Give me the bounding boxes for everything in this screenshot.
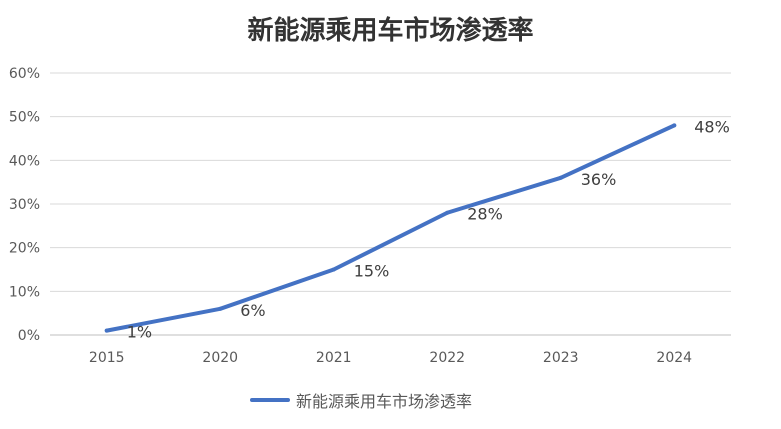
legend-line-swatch: [250, 398, 290, 402]
y-tick-label: 20%: [9, 241, 40, 257]
x-tick-label: 2024: [656, 350, 692, 366]
series-layer: [104, 123, 677, 333]
y-tick-label: 50%: [9, 110, 40, 126]
x-tick-label: 2023: [543, 350, 579, 366]
x-tick-label: 2020: [202, 350, 238, 366]
data-point: [331, 267, 336, 272]
data-label: 48%: [694, 117, 730, 136]
legend-label: 新能源乘用车市场渗透率: [296, 392, 473, 411]
data-point: [218, 306, 223, 311]
y-axis-tick-labels: 0% 10% 20% 30% 40% 50% 60%: [9, 66, 40, 344]
x-tick-label: 2015: [89, 350, 125, 366]
data-label: 36%: [581, 170, 617, 189]
legend: 新能源乘用车市场渗透率: [250, 388, 472, 412]
chart-title: 新能源乘用车市场渗透率: [247, 16, 534, 46]
x-tick-label: 2021: [316, 350, 352, 366]
y-tick-label: 40%: [9, 153, 40, 169]
data-label: 6%: [240, 301, 265, 320]
x-axis-tick-labels: 2015 2020 2021 2022 2023 2024: [89, 350, 692, 366]
y-tick-label: 0%: [18, 328, 40, 344]
x-tick-label: 2022: [429, 350, 465, 366]
data-point: [558, 175, 563, 180]
data-label: 28%: [467, 205, 503, 224]
data-point: [445, 210, 450, 215]
y-tick-label: 30%: [9, 197, 40, 213]
data-label: 15%: [354, 262, 390, 281]
data-label: 1%: [127, 323, 152, 342]
y-tick-label: 60%: [9, 66, 40, 82]
series-line: [104, 123, 677, 333]
data-point: [672, 123, 677, 128]
gridlines: [50, 72, 731, 336]
data-point: [104, 328, 109, 333]
data-labels: 1% 6% 15% 28% 36% 48%: [127, 117, 730, 341]
y-tick-label: 10%: [9, 284, 40, 300]
